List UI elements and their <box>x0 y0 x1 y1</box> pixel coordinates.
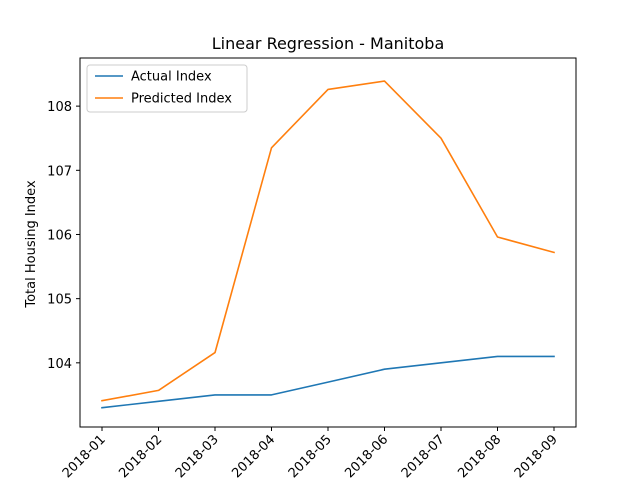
x-tick-label: 2018-02 <box>116 432 165 480</box>
series-lines <box>101 80 555 409</box>
x-tick-label: 2018-08 <box>455 432 504 480</box>
series-line-predicted <box>101 80 555 402</box>
legend-label-predicted: Predicted Index <box>131 92 232 107</box>
x-tick-label: 2018-09 <box>512 432 561 480</box>
plot-area-frame <box>79 57 577 428</box>
y-tick-label: 108 <box>47 100 72 115</box>
x-tick-label: 2018-04 <box>229 432 278 480</box>
y-tick-label: 104 <box>47 357 72 372</box>
y-axis-label: Total Housing Index <box>24 180 39 309</box>
y-axis-ticks: 104 105 106 107 108 <box>47 100 80 372</box>
x-tick-label: 2018-07 <box>399 432 448 480</box>
legend-label-actual: Actual Index <box>131 70 212 85</box>
x-tick-label: 2018-03 <box>173 432 222 480</box>
y-tick-label: 107 <box>47 164 72 179</box>
series-line-actual <box>101 355 555 409</box>
y-tick-label: 105 <box>47 293 72 308</box>
x-tick-label: 2018-01 <box>60 432 109 480</box>
x-axis-ticks: 2018-01 2018-02 2018-03 2018-04 2018-05 2018-… <box>60 427 561 480</box>
y-tick-label: 106 <box>47 228 72 243</box>
x-tick-label: 2018-05 <box>286 432 335 480</box>
chart-title: Linear Regression - Manitoba <box>212 34 445 53</box>
legend: Actual Index Predicted Index <box>86 64 248 113</box>
x-tick-label: 2018-06 <box>342 432 391 480</box>
legend-frame <box>86 64 248 113</box>
